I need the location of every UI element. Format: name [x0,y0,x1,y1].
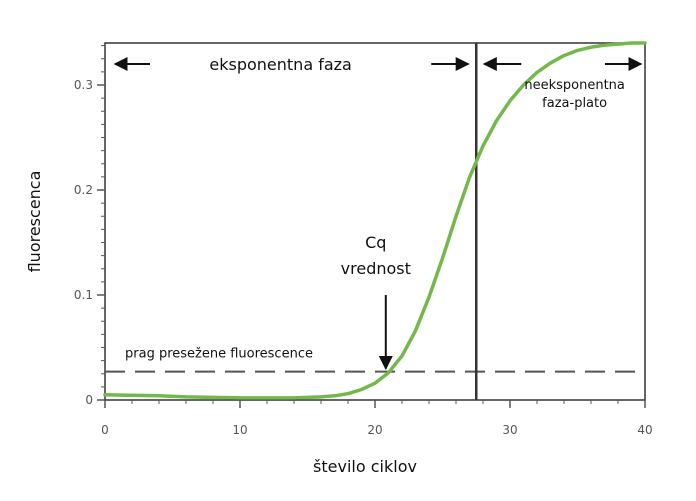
series-line [103,41,647,400]
y-axis-label: fluorescenca [25,171,44,273]
y-tick-label: 0.1 [74,288,93,302]
plateau-phase-label-line2: faza-plato [542,96,607,111]
y-tick-label: 0 [85,393,93,407]
threshold-label: prag presežene fluorescence [125,347,313,362]
x-axis-label: število ciklov [313,457,417,476]
x-tick-label: 20 [367,423,382,437]
x-axis-ticks: 0 10 20 30 40 [101,400,653,437]
y-axis-ticks: 0 0.1 0.2 0.3 [74,45,105,407]
y-tick-label: 0.2 [74,183,93,197]
cq-label-line2: vrednost [341,259,411,278]
plateau-phase-label-line1: neeksponentna [524,78,625,93]
x-tick-label: 10 [232,423,247,437]
exponential-phase-label: eksponentna faza [209,55,351,74]
x-tick-label: 0 [101,423,109,437]
plot-area [104,42,646,401]
x-tick-label: 40 [637,423,652,437]
y-tick-label: 0.3 [74,78,93,92]
x-tick-label: 30 [502,423,517,437]
cq-label-line1: Cq [365,233,386,252]
